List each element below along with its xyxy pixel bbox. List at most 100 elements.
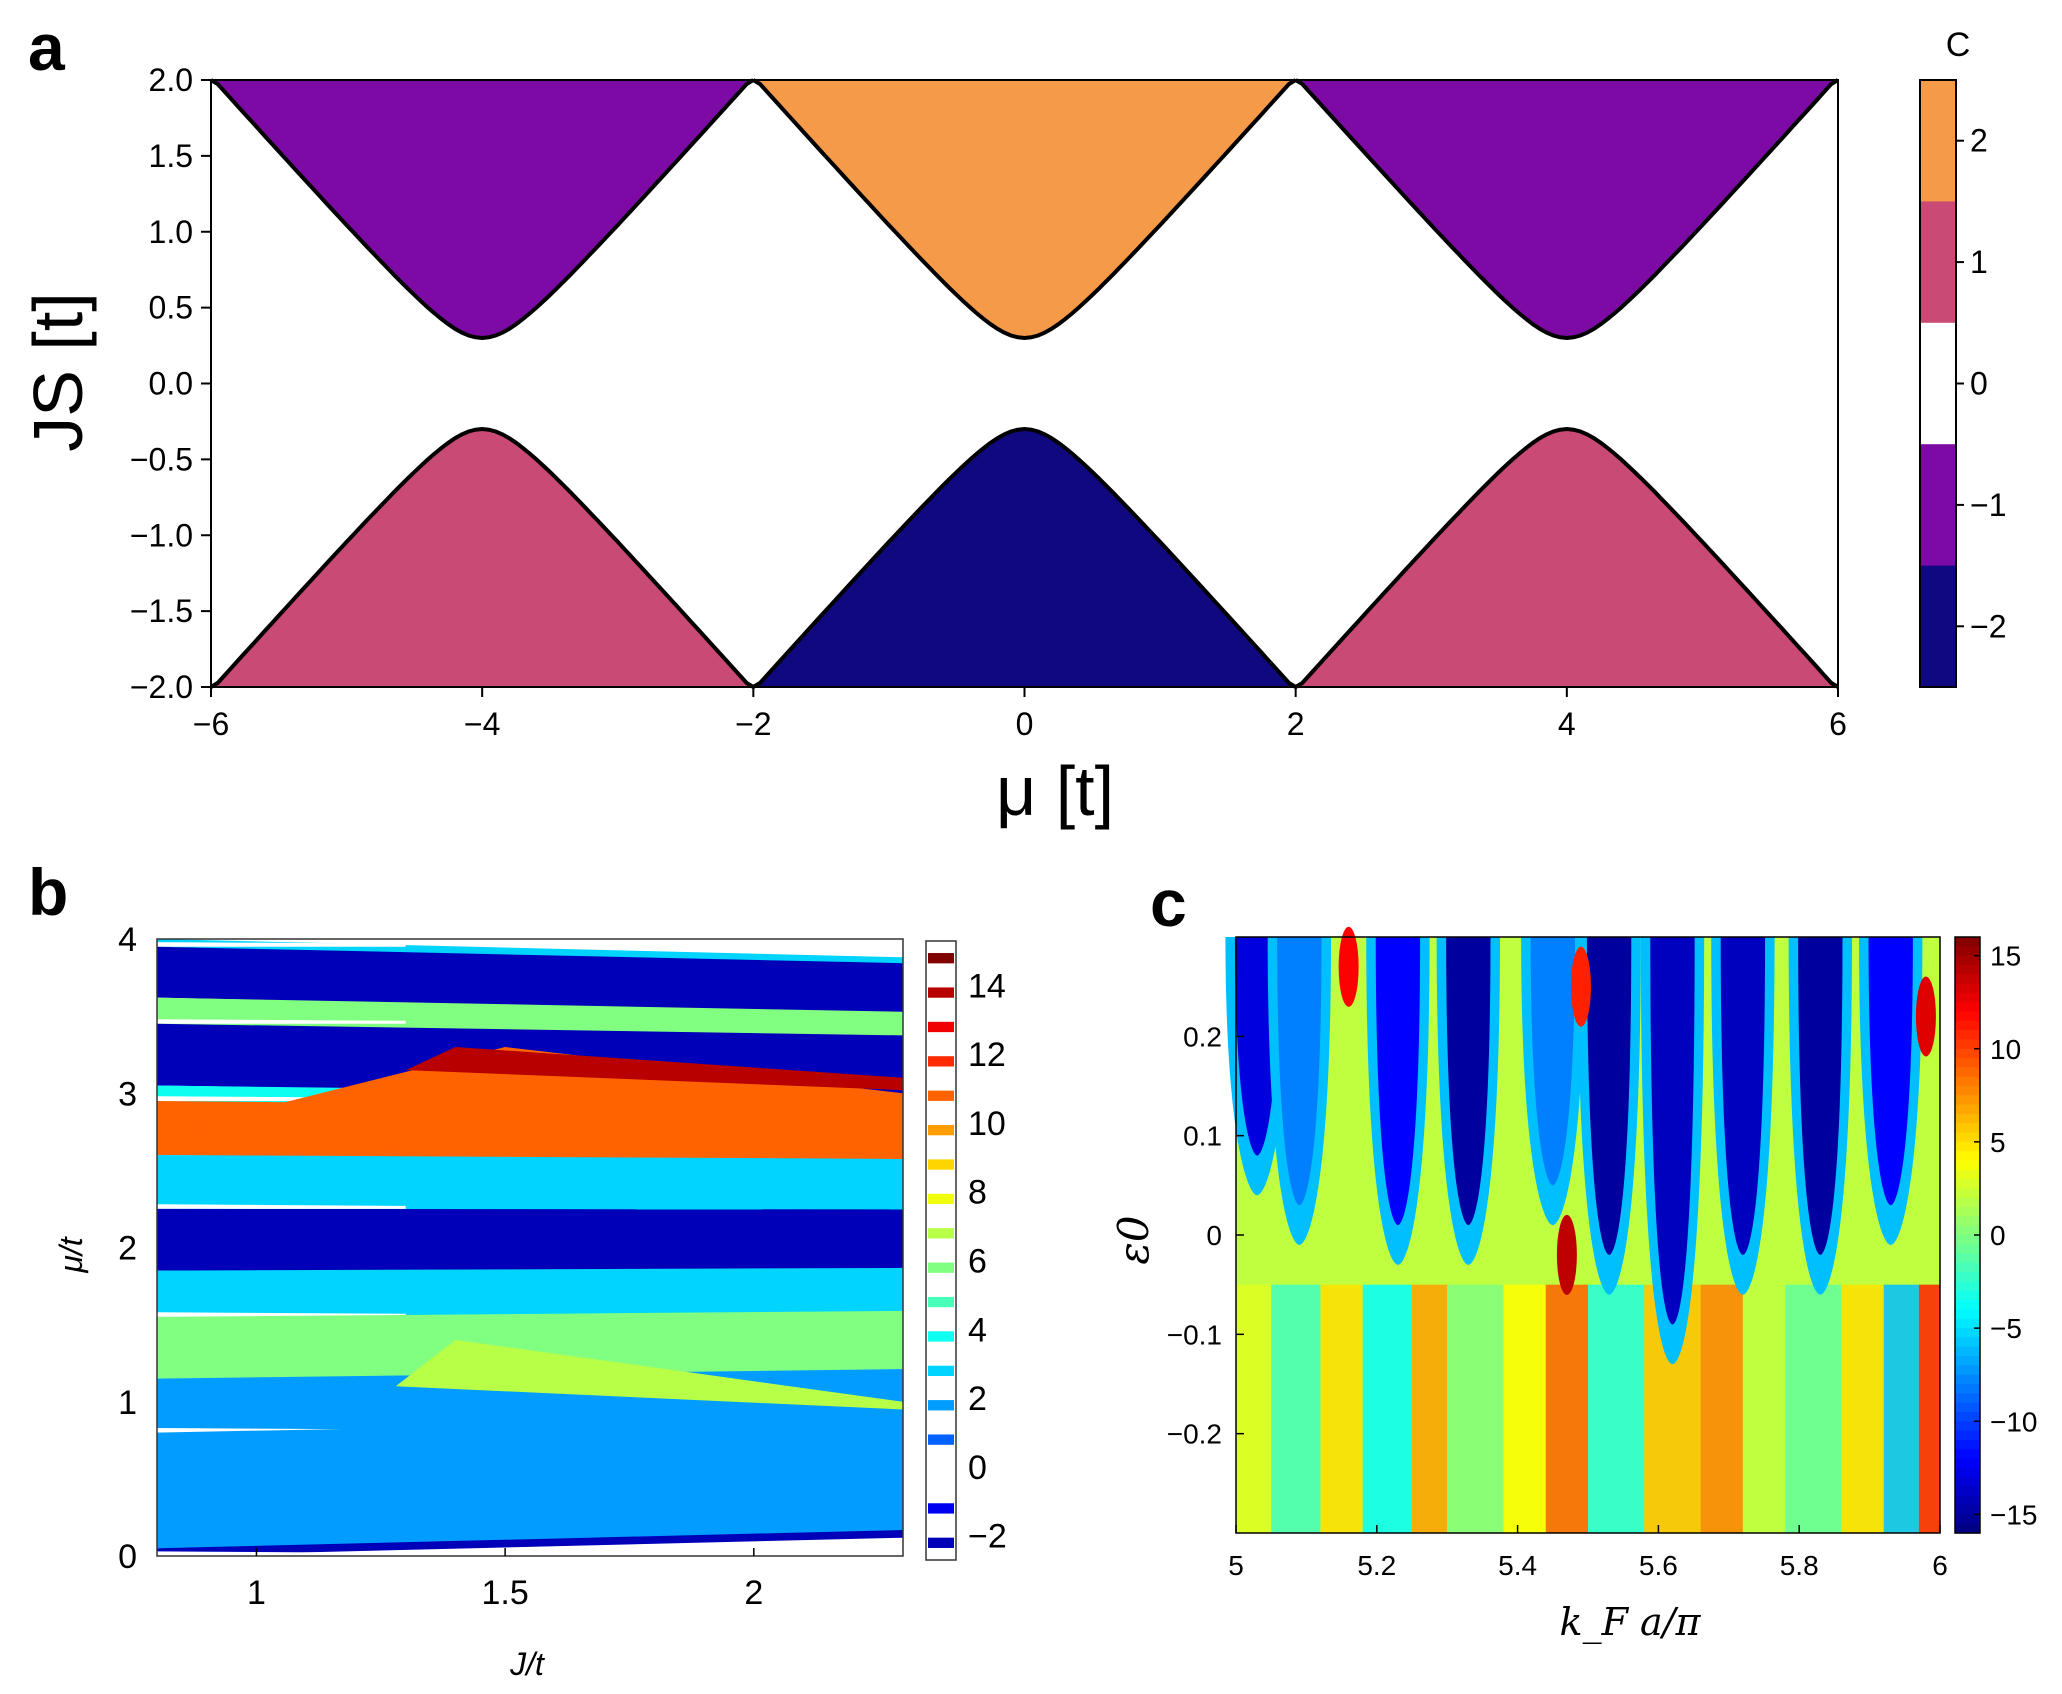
panel-c-colorbar-cell [1955,1011,1980,1022]
panel-b-band [157,997,903,1038]
panel-a-chart: −6 −4 −2 0 2 4 6 2.0 1.5 1.0 0.5 0.0 −0.5 −1.0 −1.5 −2.… [130,62,1847,742]
panel-a-boundary-4 [209,426,755,689]
panel-c-stripe [1271,1284,1321,1533]
panel-c-stripe [1503,1284,1546,1533]
panel-c-xtick-label: 5.4 [1498,1550,1537,1581]
panel-b-frame [156,938,904,1557]
panel-c-colorbar-cell [1955,1002,1980,1013]
panel-c-ytick-label: 0.1 [1183,1121,1222,1152]
panel-a-colorbar-frame [1919,79,1957,688]
panel-c-hotspot [1556,1214,1577,1295]
panel-c-colorbar-cell [1955,1393,1980,1404]
panel-b-wedge-green [395,1340,903,1410]
panel-c-stripe [1362,1284,1412,1533]
panel-c-colorbar-cell [1955,1477,1980,1488]
panel-b-xlabel: J/t [509,1646,545,1682]
panel-c-xtick-label: 5.2 [1357,1550,1396,1581]
panel-b-colorbar-swatch [928,1537,954,1548]
panel-c-colorbar-cell [1955,1411,1980,1422]
panel-c-colorbar-label: 10 [1990,1034,2021,1065]
panel-c-ytick-label: 0.2 [1183,1021,1222,1052]
panel-b-colorbar-swatch [928,1056,954,1067]
panel-b-xtick-label: 1.5 [482,1574,529,1612]
panel-b-colorbar-label: 2 [968,1380,987,1418]
panel-c-hotspot [1338,926,1359,1007]
panel-b-band [157,1530,903,1556]
panel-a-xtick-label: −6 [193,706,229,742]
panel-b-gap [157,1551,406,1556]
panel-c-stripe [1785,1284,1842,1533]
panel-b-ytick-label: 2 [118,1230,137,1268]
panel-c-xtick-label: 6 [1932,1550,1948,1581]
panel-a-xtick-label: 6 [1829,706,1847,742]
panel-b-colorbar-swatch [928,1400,954,1411]
panel-c-stripe [1841,1284,1884,1533]
panel-a-ytick-label: −0.5 [130,441,193,477]
panel-b-band [157,1310,903,1379]
panel-c-colorbar-cell [1955,1132,1980,1143]
panel-a-ytick-label: 1.0 [149,214,193,250]
panel-c-stripe [1447,1284,1504,1533]
panel-a-boundary-2 [752,78,1297,341]
panel-c-colorbar-label: −10 [1990,1406,2038,1437]
panel-a-colorbar-label: 2 [1970,123,1988,159]
panel-c-stripe [1588,1284,1645,1533]
panel-c-ytick-label: 0 [1206,1220,1222,1251]
panel-b-band [157,1267,903,1317]
panel-c-colorbar-cell [1955,1086,1980,1096]
panel-c-dip [1586,937,1632,1255]
panel-c-stripe [1918,1284,1940,1533]
panel-c-xlabel: k_F a/π [1560,1600,1702,1645]
panel-c-hotspot [1915,976,1936,1057]
panel-c-colorbar-cell [1955,1030,1980,1041]
panel-c-colorbar-cell [1955,1225,1980,1236]
panel-b-colorbar-swatch [928,1090,954,1101]
panel-a-ytick-label: 0.5 [149,290,193,326]
panel-c-colorbar-cell [1955,1262,1980,1273]
panel-b-colorbar-label: 6 [968,1243,987,1281]
panel-a-ylabel: JS [t] [19,292,97,451]
panel-b-colorbar-swatch [928,1228,954,1239]
panel-b-ytick-label: 0 [118,1538,137,1576]
panel-a-xtick-label: 4 [1558,706,1576,742]
panel-c-colorbar: 15 10 5 0 −5 −10 −15 [1954,936,2038,1534]
panel-c-colorbar-cell [1955,1430,1980,1441]
panel-b-band [157,1418,903,1549]
panel-a-colorbar: 2 1 0 −1 −2 [1919,79,2006,688]
panel-c-colorbar-cell [1955,1328,1980,1339]
panel-c-colorbar-cell [1955,1151,1980,1162]
panel-c-colorbar-cell [1955,1067,1980,1078]
panel-a-xtick-label: 0 [1016,706,1034,742]
panel-c-colorbar-cell [1955,1095,1980,1106]
panel-c-colorbar-cell [1955,1337,1980,1348]
panel-a-boundary-3 [1294,78,1840,341]
panel-b-band [157,1155,903,1213]
panel-c-colorbar-cell [1955,1141,1980,1152]
panel-b-colorbar-swatch [928,1296,954,1308]
panel-a-xlabel: μ [t] [996,752,1114,830]
panel-b-colorbar-swatch [928,1331,954,1342]
panel-b-wedge-red [405,1047,903,1091]
panel-b-colorbar-swatch [928,1262,954,1273]
panel-b-gap [157,1204,406,1209]
panel-c-colorbar-cell [1955,1281,1980,1292]
panel-c-label: c [1150,866,1187,940]
panel-c-colorbar-cell [1955,1309,1980,1320]
panel-a-region-1 [211,80,754,338]
panel-c-colorbar-cell [1955,1365,1980,1376]
panel-c-colorbar-cell [1955,1039,1980,1050]
panel-a-xtick-label: 2 [1287,706,1305,742]
panel-c-xtick-label: 5.8 [1780,1550,1819,1581]
panel-a-label: a [28,10,66,84]
panel-b-ytick-label: 1 [118,1384,137,1422]
panel-c-ytick-label: −0.2 [1167,1419,1222,1450]
panel-c-colorbar-cell [1955,1188,1980,1199]
panel-b-xtick-label: 1 [247,1574,266,1612]
panel-b-colorbar-swatch [928,1159,954,1170]
panel-b-colorbar-swatch [928,1434,954,1445]
panel-c-ylabel: ε0 [1109,1215,1158,1264]
panel-b-colorbar-swatch [928,1468,954,1480]
panel-b-colorbar-label: 10 [968,1105,1006,1143]
panel-a-boundary-5 [752,426,1297,689]
